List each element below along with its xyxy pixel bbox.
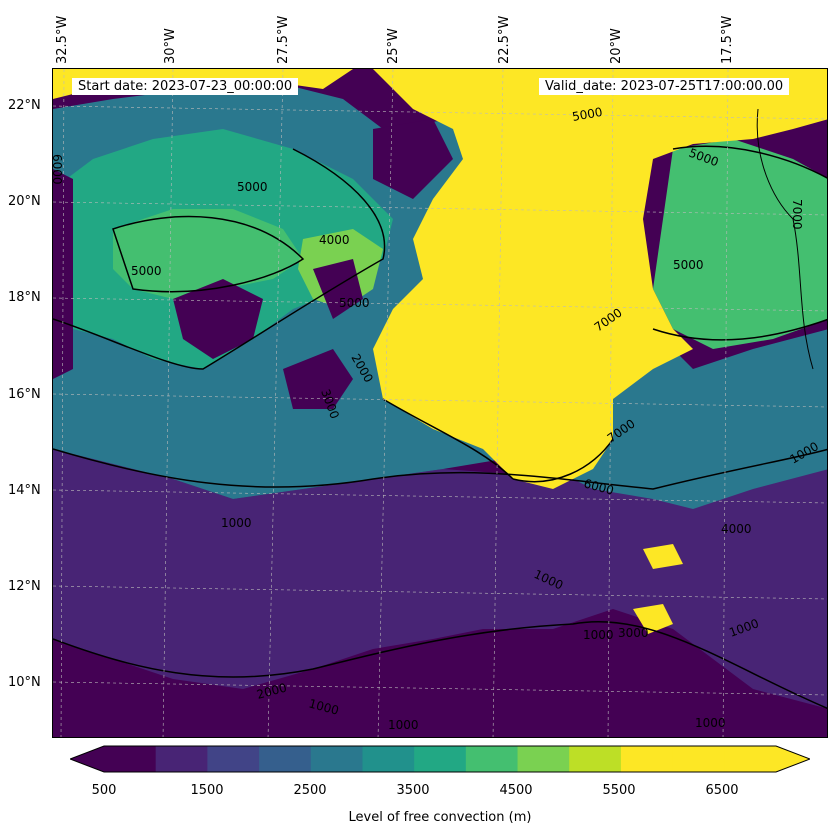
low-lfc-patch-2 [283, 349, 353, 409]
contour-label: 4000 [721, 522, 752, 536]
gridlines [53, 69, 827, 737]
lat-label-22n: 22°N [8, 98, 41, 113]
contour-label: 5000 [673, 258, 704, 272]
high-lfc-cell-west [53, 69, 353, 99]
colorbar-segment [724, 746, 777, 772]
colorbar-segment [155, 746, 208, 772]
lon-label-27-5w: 27.5°W [276, 15, 291, 64]
colorbar-tick: 1500 [190, 783, 224, 798]
colorbar-extend-high [776, 746, 810, 772]
lfc-band-5000-6000 [113, 209, 303, 299]
colorbar-segments [70, 746, 810, 772]
lat-label-18n: 18°N [8, 290, 41, 305]
contour-lines [53, 145, 827, 709]
lfc-band-6000-east [653, 139, 827, 349]
contour-label: 4000 [319, 233, 350, 247]
colorbar-segment [414, 746, 467, 772]
lat-label-14n: 14°N [8, 483, 41, 498]
colorbar-segment [672, 746, 725, 772]
contour-label: 6000 [53, 154, 64, 185]
low-lfc-patch-1 [173, 279, 263, 359]
colorbar-tick: 4500 [499, 783, 533, 798]
colorbar-tick: 500 [91, 783, 117, 798]
lon-label-32-5w: 32.5°W [55, 15, 70, 64]
start-date-label: Start date: 2023-07-23_00:00:00 [72, 78, 299, 95]
lon-label-30w: 30°W [163, 28, 178, 64]
contour-label: 1000 [695, 716, 726, 730]
contour-label: 1000 [221, 516, 252, 530]
colorbar-segment [310, 746, 363, 772]
lfc-band-1000-2000 [53, 449, 827, 709]
colorbar-segment [207, 746, 260, 772]
colorbar-segment [465, 746, 519, 772]
colorbar-extend-low [70, 746, 104, 772]
contour-label: 3000 [618, 626, 649, 640]
lat-label-20n: 20°N [8, 194, 41, 209]
colorbar-segment [517, 746, 570, 772]
low-lfc-patch-5 [313, 259, 363, 319]
lon-label-20w: 20°W [609, 28, 624, 64]
lat-label-12n: 12°N [8, 579, 41, 594]
colorbar-tick: 2500 [293, 783, 327, 798]
colorbar-tick: 3500 [396, 783, 430, 798]
contour-label: 5000 [131, 264, 162, 278]
colorbar-segment [620, 746, 674, 772]
colorbar-outline [70, 745, 810, 773]
colorbar-segment [104, 746, 157, 772]
coastline [756, 108, 814, 370]
colorbar-label: Level of free convection (m) [348, 810, 532, 825]
lfc-field-map: 5000 5000 5000 4000 2000 3000 5000 5000 … [53, 69, 827, 737]
contour-label: 5000 [237, 180, 268, 194]
colorbar-tick: 5500 [602, 783, 636, 798]
high-lfc-cell-south [643, 544, 683, 569]
lon-label-22-5w: 22.5°W [497, 15, 512, 64]
high-lfc-region [373, 69, 827, 489]
high-lfc-cell-southeast [633, 604, 673, 634]
contour-label: 7000 [790, 199, 804, 230]
lon-label-17-5w: 17.5°W [720, 15, 735, 64]
contour-label: 5000 [339, 296, 370, 310]
map-panel: 5000 5000 5000 4000 2000 3000 5000 5000 … [52, 68, 828, 738]
valid-date-label: Valid_date: 2023-07-25T17:00:00.00 [539, 78, 790, 95]
colorbar [70, 745, 810, 773]
lat-label-16n: 16°N [8, 387, 41, 402]
contour-label: 1000 [388, 718, 419, 732]
lat-label-10n: 10°N [8, 675, 41, 690]
colorbar-segment [362, 746, 415, 772]
colorbar-segment [569, 746, 622, 772]
contour-label: 5000 [571, 105, 604, 124]
colorbar-tick: 6500 [705, 783, 739, 798]
colorbar-segment [259, 746, 312, 772]
lon-label-25w: 25°W [386, 28, 401, 64]
low-lfc-patch-4 [373, 119, 453, 199]
contour-label: 1000 [583, 628, 614, 642]
